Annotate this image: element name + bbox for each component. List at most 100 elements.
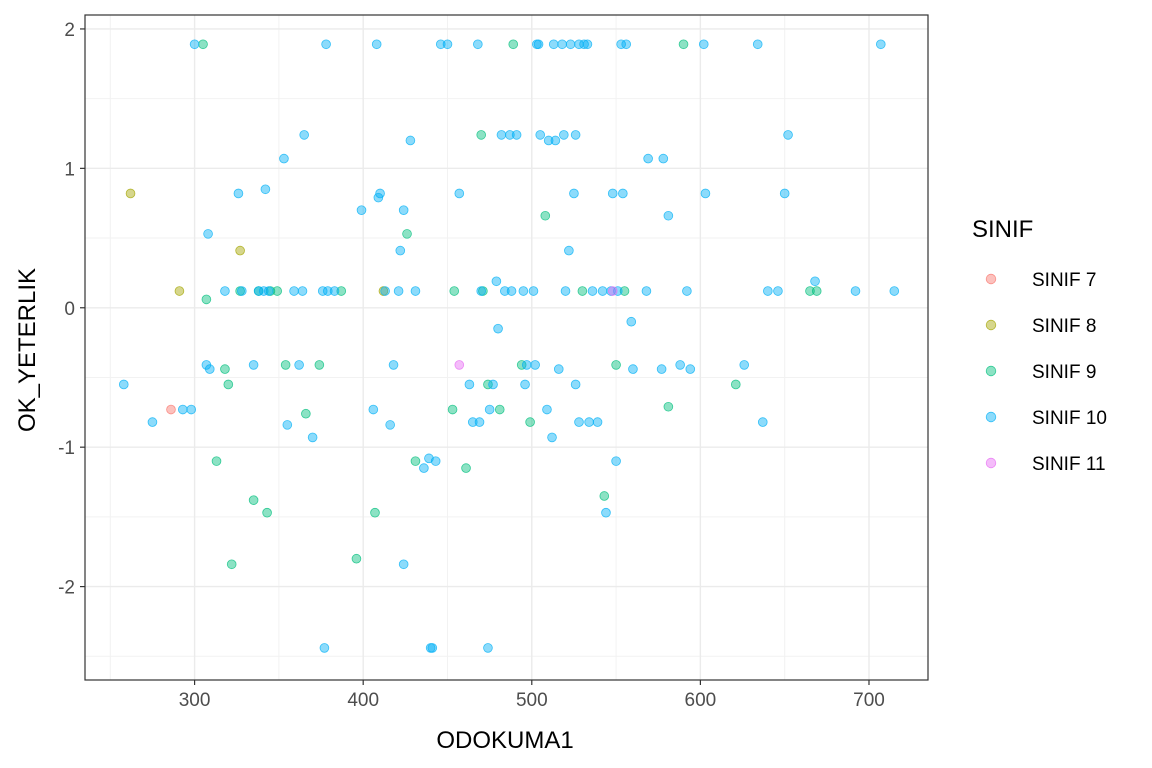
data-point xyxy=(518,286,529,296)
data-point xyxy=(505,130,515,140)
data-point xyxy=(289,286,299,296)
data-point xyxy=(430,456,441,466)
data-point xyxy=(321,39,331,50)
x-axis-title: ODOKUMA1 xyxy=(436,727,573,754)
data-point xyxy=(442,39,453,50)
data-point xyxy=(543,135,554,146)
data-point xyxy=(220,364,230,374)
data-point xyxy=(579,39,589,50)
legend-label: SINIF 7 xyxy=(1032,270,1096,291)
data-point xyxy=(616,39,626,50)
data-point xyxy=(628,364,638,374)
data-point xyxy=(385,420,395,430)
data-point xyxy=(547,432,557,443)
legend: SINIF 7 SINIF 8 SINIF 9 SINIF 10 SINIF 11 xyxy=(985,270,1107,475)
data-point xyxy=(663,210,674,221)
data-point xyxy=(607,188,618,199)
data-point xyxy=(511,130,522,140)
data-point xyxy=(682,286,692,296)
legend-key xyxy=(985,273,997,285)
data-point xyxy=(530,360,540,370)
data-point xyxy=(597,286,608,296)
data-point xyxy=(584,417,594,427)
data-point xyxy=(619,286,630,296)
y-tick-label: -1 xyxy=(58,438,75,459)
data-point xyxy=(810,276,820,287)
data-point xyxy=(656,364,667,374)
data-point xyxy=(473,39,483,50)
data-point xyxy=(658,153,669,164)
data-point xyxy=(204,364,215,374)
data-point xyxy=(336,286,347,296)
data-point xyxy=(484,404,495,415)
data-point xyxy=(125,188,136,199)
x-tick-label: 300 xyxy=(179,690,211,711)
data-point xyxy=(402,229,412,239)
data-point xyxy=(506,286,517,296)
data-point xyxy=(282,420,293,430)
x-tick-label: 400 xyxy=(347,690,379,711)
data-point xyxy=(587,286,598,296)
data-point xyxy=(540,210,551,221)
data-point xyxy=(294,360,304,370)
data-point xyxy=(461,463,471,473)
data-point xyxy=(520,379,530,390)
data-point xyxy=(508,39,519,50)
data-point xyxy=(223,379,234,390)
data-point xyxy=(811,286,822,296)
data-point xyxy=(203,229,213,239)
data-point xyxy=(186,404,197,415)
y-axis-ticks: -2 -1 0 1 2 xyxy=(58,20,85,599)
legend-key xyxy=(985,457,997,469)
data-point xyxy=(557,39,567,50)
data-point xyxy=(783,130,793,140)
major-gridlines xyxy=(85,15,928,680)
data-point xyxy=(447,404,458,415)
y-tick-label: 0 xyxy=(64,299,75,320)
data-point xyxy=(235,245,245,256)
data-point xyxy=(678,39,689,50)
data-point xyxy=(611,456,621,466)
data-point xyxy=(553,364,564,374)
data-point xyxy=(248,360,259,370)
data-point xyxy=(805,286,815,296)
data-point xyxy=(548,39,559,50)
data-point xyxy=(395,245,406,256)
y-tick-label: 2 xyxy=(64,20,75,41)
data-point xyxy=(236,286,247,296)
data-point xyxy=(371,39,382,50)
data-point xyxy=(301,408,311,419)
x-tick-label: 700 xyxy=(853,690,885,711)
data-point xyxy=(592,417,603,427)
data-point xyxy=(496,130,507,140)
data-point xyxy=(262,507,272,518)
data-point xyxy=(258,286,269,296)
data-point xyxy=(314,360,325,370)
data-point xyxy=(189,39,200,50)
data-point xyxy=(577,286,588,296)
data-point xyxy=(850,286,861,296)
legend-key xyxy=(985,319,997,331)
data-point xyxy=(380,286,390,296)
data-point xyxy=(779,188,790,199)
legend-key xyxy=(985,411,997,423)
data-point xyxy=(570,130,581,140)
data-point xyxy=(464,379,475,390)
data-point xyxy=(565,39,576,50)
data-point xyxy=(698,39,709,50)
data-point xyxy=(375,188,385,199)
data-point xyxy=(500,286,510,296)
legend-label: SINIF 9 xyxy=(1032,362,1096,383)
data-point xyxy=(641,286,652,296)
data-point xyxy=(483,379,493,390)
x-axis-ticks: 300 400 500 600 700 xyxy=(179,680,885,711)
data-point xyxy=(675,360,685,370)
data-point xyxy=(601,507,611,518)
data-point xyxy=(427,643,438,653)
data-point xyxy=(329,286,340,296)
data-point xyxy=(419,463,429,473)
data-point xyxy=(483,643,493,653)
data-point xyxy=(773,286,783,296)
data-point xyxy=(317,286,328,296)
